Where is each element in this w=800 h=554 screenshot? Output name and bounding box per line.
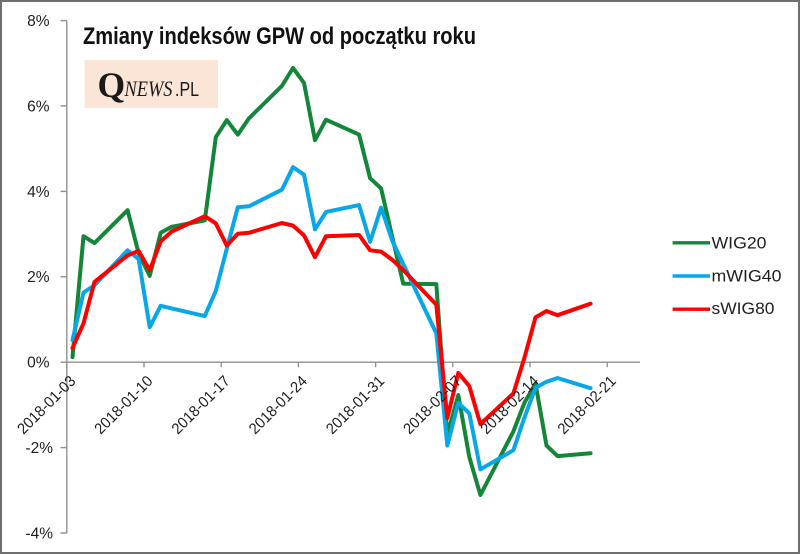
svg-text:2%: 2% [27,269,50,286]
svg-text:2018-01-24: 2018-01-24 [246,373,311,438]
svg-text:2018-02-14: 2018-02-14 [477,373,542,438]
svg-text:2018-01-17: 2018-01-17 [169,373,234,438]
svg-text:2018-02-21: 2018-02-21 [555,373,620,438]
svg-text:mWIG40: mWIG40 [712,267,782,286]
svg-text:sWIG80: sWIG80 [712,299,775,318]
svg-text:-2%: -2% [25,440,53,457]
svg-text:.PL: .PL [175,78,199,101]
svg-text:Zmiany indeksów GPW od początk: Zmiany indeksów GPW od początku roku [83,23,476,50]
svg-text:6%: 6% [27,98,50,115]
svg-text:8%: 8% [27,13,50,30]
svg-text:4%: 4% [27,184,50,201]
svg-text:2018-01-10: 2018-01-10 [91,373,156,438]
svg-text:-4%: -4% [25,525,53,542]
svg-text:2018-01-31: 2018-01-31 [323,373,388,438]
svg-text:Q: Q [98,65,126,105]
svg-text:0%: 0% [27,355,50,372]
svg-text:WIG20: WIG20 [712,234,767,253]
svg-text:2018-01-03: 2018-01-03 [14,373,79,438]
svg-text:NEWS: NEWS [124,76,173,101]
